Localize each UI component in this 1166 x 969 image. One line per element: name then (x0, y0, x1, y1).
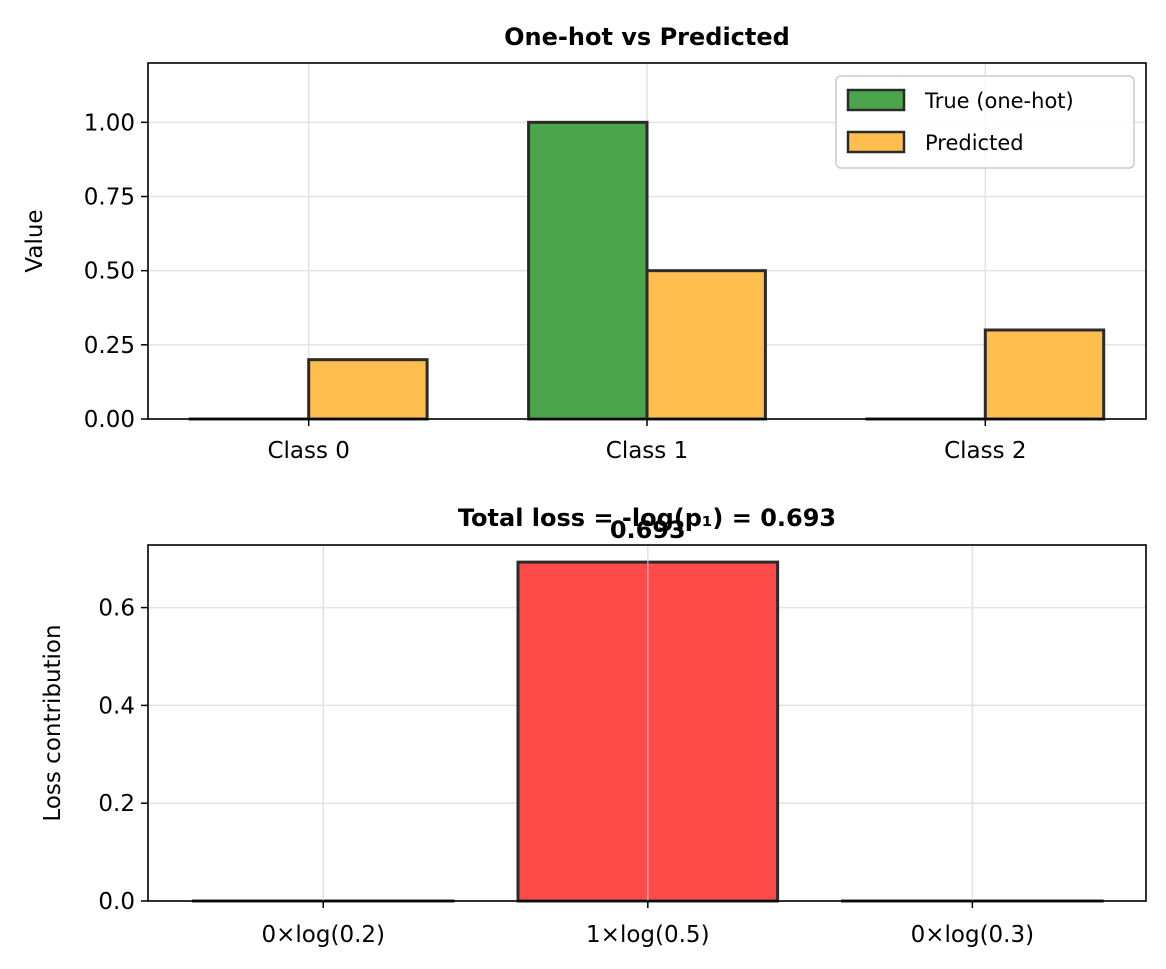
data-labels: 0.693 (610, 516, 686, 544)
x-ticks: 0×log(0.2) 1×log(0.5) 0×log(0.3) (262, 901, 1035, 948)
bar-predicted-2 (983, 328, 1106, 421)
legend-frame (835, 75, 1135, 169)
bar-predicted-0 (307, 358, 429, 421)
legend-label-predicted: Predicted (925, 131, 1024, 155)
chart-loss-contribution: 0.00.20.40.6 0×log(0.2) 1×log(0.5) 0×log(0… (40, 504, 1147, 948)
chart-title: One-hot vs Predicted (504, 23, 790, 51)
bars (191, 545, 1104, 903)
x-tick-label: Class 2 (944, 438, 1026, 464)
bar-true-1 (527, 120, 649, 421)
x-tick-label: Class 0 (267, 438, 349, 464)
y-tick-label: 0.6 (98, 596, 135, 622)
x-tick-label: 0×log(0.3) (911, 922, 1035, 948)
y-tick-label: 0.50 (84, 259, 135, 285)
x-tick-label: 0×log(0.2) (262, 922, 386, 948)
legend-swatch-predicted (846, 130, 906, 154)
chart-one-hot-vs-predicted: 0.000.250.500.751.00 Class 0 Class 1 Class… (22, 23, 1147, 464)
y-tick-label: 0.4 (98, 693, 135, 719)
chart-title: Total loss = -log(p₁) = 0.693 (458, 504, 836, 532)
y-tick-label: 0.25 (84, 333, 135, 359)
y-ticks: 0.0 0.2 0.4 0.6 (98, 596, 148, 915)
data-label: 0.693 (610, 516, 686, 544)
y-ticks: 0.00 0.25 0.50 0.75 1.00 (84, 110, 148, 433)
plot-frame (147, 544, 1147, 902)
y-axis-label: Loss contribution (40, 624, 66, 821)
bar-predicted-1 (645, 269, 767, 421)
x-tick-label: Class 1 (606, 438, 688, 464)
x-tick-label: 1×log(0.5) (586, 922, 710, 948)
y-tick-label: 0.00 (84, 407, 135, 433)
legend: True (one-hot) Predicted (835, 75, 1135, 169)
y-tick-label: 0.0 (98, 889, 135, 915)
y-tick-label: 1.00 (84, 110, 135, 136)
y-axis-label: Value (22, 209, 48, 272)
legend-swatch-true (846, 88, 906, 112)
x-ticks: Class 0 Class 1 Class 2 (267, 419, 1027, 464)
legend-label-true: True (one-hot) (924, 89, 1074, 113)
y-tick-label: 0.2 (98, 791, 135, 817)
y-tick-label: 0.75 (84, 185, 135, 211)
